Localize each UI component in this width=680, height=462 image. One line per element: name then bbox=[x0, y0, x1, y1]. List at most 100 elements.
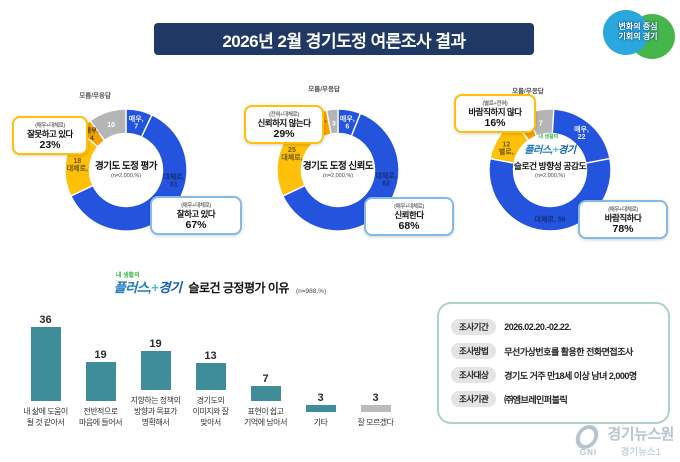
segment-label: 18 대체로, bbox=[67, 158, 88, 173]
segment-label: 매우, 7 bbox=[129, 114, 144, 131]
callout-label: 잘못하고 있다 bbox=[27, 129, 73, 139]
bar bbox=[85, 361, 116, 401]
donut-segment-모름/무응답 bbox=[89, 108, 127, 142]
segment-label: 7 bbox=[539, 120, 543, 127]
gni-text: GNI bbox=[579, 447, 598, 457]
bar bbox=[30, 326, 61, 401]
bar bbox=[250, 386, 281, 401]
bar-chart-header: 내 생활의 플러스,+경기 슬로건 긍정평가 이유 (n=988,%) bbox=[18, 266, 422, 296]
info-row-period: 조사기간 2026.02.20.-02.22. bbox=[451, 319, 656, 335]
slogan-part2: 경기 bbox=[158, 280, 182, 295]
info-row-target: 조사대상 경기도 거주 만18세 이상 남녀 2,000명 bbox=[451, 367, 656, 383]
news-watermark: GNI 경기뉴스원 경기뉴스1 bbox=[573, 423, 674, 458]
callout-positive: (매우+대체로) 잘하고 있다 67% bbox=[150, 196, 242, 236]
donut-segment-모름/무응답 bbox=[325, 108, 339, 135]
callout-negative: (별로+전혀) 바람직하지 않다 16% bbox=[454, 94, 536, 134]
segment-label: 3 bbox=[332, 121, 336, 128]
callout-label: 신뢰한다 bbox=[394, 210, 424, 220]
outside-segment-label: 모름/무응답 bbox=[79, 90, 111, 99]
info-label-pill: 조사방법 bbox=[451, 343, 497, 359]
bar-value: 3 bbox=[317, 392, 324, 405]
callout-label: 신뢰하지 않는다 bbox=[257, 118, 311, 128]
bar-value: 19 bbox=[94, 348, 107, 361]
watermark-line1: 경기뉴스원 bbox=[607, 426, 674, 443]
bar-category-label: 전반적으로 마음에 들어서 bbox=[79, 406, 122, 427]
gyeonggi-province-logo: 변화의 중심 기회의 경기 bbox=[599, 8, 677, 60]
bar-chart-bars: 36 내 삶에 도움이 될 것 같아서 19 전반적으로 마음에 들어서 19 지향하는 … bbox=[18, 300, 422, 428]
page-title: 2026년 2월 경기도정 여론조사 결과 bbox=[154, 23, 534, 55]
segment-label: 대체로, 61 bbox=[163, 172, 184, 189]
bar-category-label: 기타 bbox=[313, 417, 328, 427]
callout-label: 바람직하지 않다 bbox=[468, 107, 522, 117]
segment-label: 매우, 6 bbox=[340, 114, 355, 131]
logo-text-line1: 변화의 중심 bbox=[618, 22, 658, 31]
info-row-agency: 조사기관 ㈜엠브레인퍼블릭 bbox=[451, 391, 656, 407]
donut-ring: 매우, 7 대체로, 61 18 대체로, 매우, 4 10 모름/무응답 bbox=[64, 90, 188, 232]
callout-value: 67% bbox=[185, 219, 207, 232]
callout-value: 23% bbox=[39, 139, 61, 152]
segment-label: 25 대체로, bbox=[281, 147, 302, 162]
callout-negative: (전혀+대체로) 신뢰하지 않는다 29% bbox=[244, 105, 324, 145]
bar-category-label: 경기도의 이미지와 잘 맞아서 bbox=[192, 396, 229, 427]
slogan-wordmark: 플러스,+경기 bbox=[114, 280, 182, 295]
outside-segment-label: 모름/무응답 bbox=[308, 84, 340, 93]
bar-item: 36 내 삶에 도움이 될 것 같아서 bbox=[18, 311, 73, 429]
callout-positive: (매우+대체로) 바람직하다 78% bbox=[578, 200, 668, 240]
bar bbox=[305, 405, 336, 412]
survey-info-panel: 조사기간 2026.02.20.-02.22. 조사방법 무선가상번호를 활용한… bbox=[437, 302, 670, 424]
bar-item: 7 표현이 쉽고 기억에 남아서 bbox=[238, 311, 293, 429]
callout-value: 29% bbox=[273, 128, 295, 141]
callout-condition: (매우+대체로) bbox=[394, 204, 424, 210]
gni-logo-icon: GNI bbox=[573, 424, 603, 457]
bar-item: 13 경기도의 이미지와 잘 맞아서 bbox=[183, 300, 238, 428]
callout-value: 68% bbox=[398, 220, 420, 233]
segment-label: 대체로, 62 bbox=[375, 171, 396, 188]
callout-condition: (전혀+대체로) bbox=[269, 112, 299, 118]
segment-label: 매우, 4 bbox=[85, 125, 99, 141]
bar-category-label: 지향하는 정책의 방향과 목표가 명확해서 bbox=[130, 396, 181, 427]
info-row-method: 조사방법 무선가상번호를 활용한 전화면접조사 bbox=[451, 343, 656, 359]
gyeonggi-logo-text: 변화의 중심 기회의 경기 bbox=[599, 22, 677, 42]
callout-condition: (매우+대체로) bbox=[181, 203, 211, 209]
plus-icon: + bbox=[151, 280, 159, 295]
callout-label: 잘하고 있다 bbox=[176, 209, 216, 219]
info-value: ㈜엠브레인퍼블릭 bbox=[504, 394, 568, 405]
logo-blue-circle bbox=[603, 10, 649, 55]
bar-category-label: 잘 모르겠다 bbox=[357, 417, 394, 427]
plus-gyeonggi-slogan-logo: 내 생활의 플러스,+경기 bbox=[114, 273, 182, 296]
callout-condition: (매우+대체로) bbox=[35, 123, 65, 129]
bar-item: 19 지향하는 정책의 방향과 목표가 명확해서 bbox=[128, 300, 183, 428]
outside-segment-label: 모름/무응답 bbox=[512, 86, 544, 95]
donut-chart-governance-evaluation: 매우, 7 대체로, 61 18 대체로, 매우, 4 10 모름/무응답 경기도 도정 평가 (… bbox=[8, 78, 244, 273]
bar-category-label: 내 삶에 도움이 될 것 같아서 bbox=[23, 406, 68, 427]
bar-item: 3 잘 모르겠다 bbox=[348, 322, 403, 429]
callout-value: 16% bbox=[484, 117, 506, 130]
logo-text-line2: 기회의 경기 bbox=[618, 32, 658, 41]
info-label-pill: 조사기관 bbox=[451, 391, 497, 407]
callout-value: 78% bbox=[612, 223, 634, 236]
callout-positive: (매우+대체로) 신뢰한다 68% bbox=[364, 197, 454, 237]
callout-condition: (매우+대체로) bbox=[608, 207, 638, 213]
gni-ellipse bbox=[573, 424, 602, 449]
segment-label: 대체로, 56 bbox=[535, 215, 566, 224]
bar-chart-positive-reasons: 내 생활의 플러스,+경기 슬로건 긍정평가 이유 (n=988,%) 36 내 … bbox=[18, 266, 422, 452]
info-value: 경기도 거주 만18세 이상 남녀 2,000명 bbox=[504, 370, 637, 381]
callout-negative: (매우+대체로) 잘못하고 있다 23% bbox=[12, 116, 88, 156]
bar-value: 19 bbox=[149, 337, 162, 350]
bar-category-label: 표현이 쉽고 기억에 남아서 bbox=[244, 406, 287, 427]
bar-chart-title: 슬로건 긍정평가 이유 bbox=[188, 281, 289, 295]
segment-label: 매우, 22 bbox=[574, 124, 589, 141]
bar-item: 3 기타 bbox=[293, 322, 348, 429]
bar-value: 36 bbox=[39, 313, 52, 326]
info-value: 2026.02.20.-02.22. bbox=[504, 322, 571, 332]
callout-condition: (별로+전혀) bbox=[482, 101, 508, 107]
slogan-tagline: 내 생활의 bbox=[115, 273, 140, 279]
slogan-part1: 플러스, bbox=[113, 280, 152, 295]
bar-value: 7 bbox=[262, 373, 269, 386]
bar-value: 3 bbox=[372, 392, 379, 405]
bar-item: 19 전반적으로 마음에 들어서 bbox=[73, 311, 128, 429]
callout-label: 바람직하다 bbox=[604, 213, 642, 223]
